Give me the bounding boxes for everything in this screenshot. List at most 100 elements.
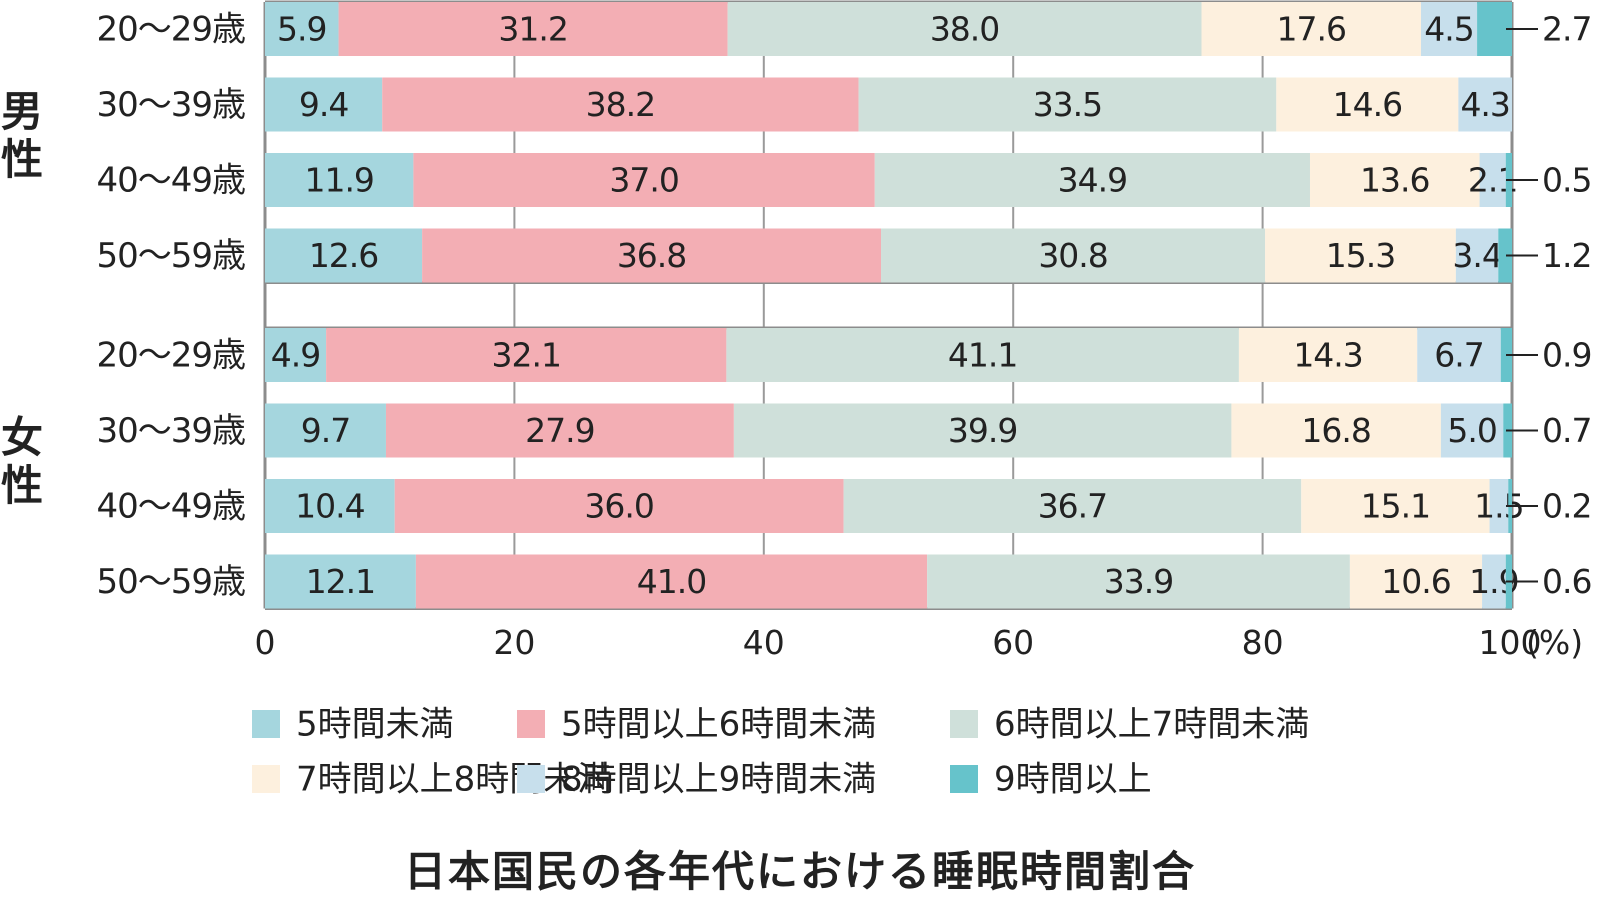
data-label: 39.9 — [948, 411, 1017, 450]
bars: 5.9 31.2 38.0 17.6 4.5 2.7 9.4 38.2 33.5 14.6 4.3 1… — [265, 2, 1592, 609]
row-label: 30〜39歳 — [96, 411, 245, 451]
bar-segment — [1455, 228, 1499, 283]
data-label: 38.0 — [930, 10, 999, 49]
data-label: 12.1 — [306, 562, 375, 601]
bar-segment — [265, 153, 414, 207]
data-label: 9.4 — [299, 85, 348, 124]
data-label: 41.0 — [637, 562, 706, 601]
data-label: 12.6 — [309, 236, 378, 275]
row-label: 40〜49歳 — [96, 487, 245, 527]
bar-segment — [858, 77, 1277, 132]
data-label: 27.9 — [525, 411, 594, 450]
data-label: 41.1 — [948, 336, 1017, 375]
data-label: 2.7 — [1542, 10, 1591, 49]
data-label: 4.9 — [271, 336, 320, 375]
legend-swatch — [252, 765, 280, 793]
row-label: 50〜59歳 — [96, 236, 245, 276]
data-label: 0.7 — [1542, 411, 1591, 450]
data-label: 0.6 — [1542, 562, 1591, 601]
data-label: 3.4 — [1452, 236, 1501, 275]
bar-segment — [265, 479, 395, 533]
data-label: 34.9 — [1058, 161, 1127, 200]
data-label: 32.1 — [492, 336, 561, 375]
bar-segment — [1479, 153, 1506, 207]
data-label: 9.7 — [301, 411, 350, 450]
legend-swatch — [950, 710, 978, 738]
row-labels: 20〜29歳 30〜39歳 40〜49歳 50〜59歳 20〜29歳 30〜39歳 40〜4… — [96, 10, 246, 603]
legend-label: 6時間以上7時間未満 — [994, 705, 1309, 745]
data-label: 36.7 — [1038, 487, 1107, 526]
bar-segment — [394, 479, 844, 533]
data-label: 15.3 — [1326, 236, 1395, 275]
x-tick-label: 0 — [255, 623, 276, 662]
bar-segment — [265, 2, 339, 56]
bar-segment — [1276, 77, 1459, 132]
data-label: 14.3 — [1293, 336, 1362, 375]
group-label: 性 — [1, 461, 43, 510]
bar-segment — [1231, 403, 1441, 458]
bar-segment — [881, 228, 1266, 283]
data-label: 10.6 — [1381, 562, 1450, 601]
data-label: 14.6 — [1333, 85, 1402, 124]
bar-segment — [1349, 554, 1483, 609]
bar-segment — [385, 403, 734, 458]
group-label: 男 — [1, 87, 43, 136]
legend-label: 8時間以上9時間未満 — [561, 760, 876, 800]
data-label: 38.2 — [586, 85, 655, 124]
data-label: 6.7 — [1434, 336, 1483, 375]
bar-segment — [726, 328, 1239, 382]
x-tick-label: 40 — [743, 623, 785, 662]
bar-segment — [1201, 2, 1421, 56]
bar-segment — [338, 2, 728, 56]
legend-swatch — [517, 710, 545, 738]
bar-segment — [265, 328, 327, 382]
data-label: 37.0 — [609, 161, 678, 200]
row-label: 40〜49歳 — [96, 161, 245, 201]
row-label: 50〜59歳 — [96, 562, 245, 602]
bar-segment — [733, 403, 1232, 458]
data-label: 13.6 — [1360, 161, 1429, 200]
bar-segment — [874, 153, 1310, 207]
data-label: 31.2 — [498, 10, 567, 49]
bar-segment — [1420, 2, 1478, 56]
bar-segment — [1498, 228, 1512, 283]
data-label: 5.0 — [1447, 411, 1496, 450]
row-label: 20〜29歳 — [96, 336, 245, 376]
data-label: 4.3 — [1460, 85, 1509, 124]
bar-segment — [1238, 328, 1418, 382]
bar-segment — [265, 403, 386, 458]
bar-segment — [1440, 403, 1504, 458]
data-label: 36.0 — [584, 487, 653, 526]
data-label: 1.2 — [1542, 236, 1591, 275]
data-label: 33.5 — [1033, 85, 1102, 124]
group-label: 性 — [1, 135, 43, 184]
legend-label: 9時間以上 — [994, 760, 1152, 800]
legend-label: 5時間未満 — [296, 705, 454, 745]
data-label: 15.1 — [1361, 487, 1430, 526]
bar-segment — [727, 2, 1202, 56]
bar-segment — [265, 77, 383, 132]
data-label: 36.8 — [617, 236, 686, 275]
legend: 5時間未満 5時間以上6時間未満 6時間以上7時間未満 7時間以上8時間未満8時間以上… — [252, 705, 1309, 800]
data-label: 0.5 — [1542, 161, 1591, 200]
data-label: 16.8 — [1301, 411, 1370, 450]
legend-label: 7時間以上8時間未満 — [296, 760, 611, 800]
bar-segment — [1489, 479, 1509, 533]
row-label: 20〜29歳 — [96, 10, 245, 50]
data-label: 10.4 — [295, 487, 364, 526]
legend-swatch — [950, 765, 978, 793]
legend-swatch — [517, 765, 545, 793]
bar-segment — [1265, 228, 1456, 283]
x-tick-label: 20 — [493, 623, 535, 662]
bar-segment — [382, 77, 859, 132]
data-label: 11.9 — [304, 161, 373, 200]
data-label: 17.6 — [1276, 10, 1345, 49]
data-label: 0.2 — [1542, 487, 1591, 526]
bar-segment — [1301, 479, 1490, 533]
data-label: 0.9 — [1542, 336, 1591, 375]
bar-segment — [1482, 554, 1506, 609]
data-label: 30.8 — [1038, 236, 1107, 275]
bar-segment — [415, 554, 928, 609]
bar-segment — [265, 228, 423, 283]
